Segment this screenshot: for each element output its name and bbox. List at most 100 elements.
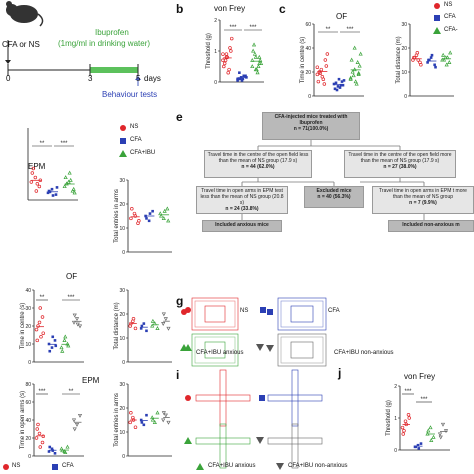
data-point (335, 88, 339, 92)
panel-label-e: e (176, 110, 183, 124)
data-point (41, 331, 46, 335)
y-tick-label: 20 (25, 436, 31, 442)
data-point (38, 445, 43, 449)
panel-label-i: i (176, 368, 180, 382)
data-point (66, 179, 71, 184)
data-point (438, 435, 443, 440)
data-point (323, 58, 328, 62)
y-tick-label: 40 (25, 418, 31, 424)
data-point (441, 57, 447, 62)
flow-left1-n: n = 44 (62.0%) (241, 164, 275, 170)
data-point (252, 51, 257, 56)
flow-root: CFA-injected mice treated with Ibuprofen… (262, 112, 360, 140)
legend-mid: NS CFA CFA+IBU (118, 122, 178, 172)
flow-excluded-n: n = 40 (56.3%) (317, 194, 351, 200)
data-point (227, 67, 231, 72)
data-point (140, 421, 144, 424)
data-point (129, 216, 133, 221)
data-point (148, 212, 152, 215)
y-axis-label: Threshold (g) (206, 33, 212, 69)
data-point (419, 442, 423, 445)
data-point (137, 219, 141, 223)
data-point (29, 180, 34, 184)
panel-label-b: b (176, 2, 184, 16)
data-point (142, 322, 146, 325)
y-tick-label: 30 (119, 288, 125, 294)
drug-detail: (1mg/ml in drinking water) (58, 39, 151, 48)
data-point (36, 324, 40, 328)
y-tick-label: 1 (214, 49, 217, 55)
y-tick-label: 0 (214, 80, 217, 86)
data-point (139, 327, 143, 330)
y-tick-label: 0 (308, 94, 311, 100)
data-point (145, 217, 148, 220)
data-point (236, 79, 239, 82)
y-axis-label: Total distance (m) (114, 302, 120, 349)
data-point (48, 190, 52, 194)
data-point (54, 344, 58, 348)
data-point (358, 51, 363, 56)
data-point (245, 76, 248, 79)
data-point (162, 208, 167, 213)
data-point (334, 81, 338, 85)
y-axis-label: Time in centre (s) (20, 303, 26, 349)
data-point (155, 410, 160, 415)
data-point (412, 55, 417, 60)
data-point (415, 51, 420, 55)
data-point (163, 317, 168, 322)
legend-mid-cfaibu: CFA+IBU (130, 150, 156, 156)
data-point (63, 175, 68, 180)
data-point (355, 60, 360, 64)
sig-label: ** (40, 295, 45, 301)
legend-g-cfa: CFA (328, 308, 340, 314)
data-point (72, 427, 77, 432)
data-point (403, 419, 408, 423)
data-point (428, 425, 433, 430)
data-point (163, 413, 168, 418)
legend-g-ns: NS (240, 308, 249, 314)
flow-left1-text: Travel time in the centre of the open fi… (207, 152, 309, 164)
data-point (318, 71, 323, 75)
data-point (74, 317, 80, 322)
data-point (332, 82, 336, 86)
data-point (161, 418, 166, 423)
data-point (223, 58, 228, 63)
y-tick-label: 20 (25, 324, 31, 330)
y-tick-label: 20 (119, 406, 125, 412)
y-tick-label: 2 (394, 384, 397, 390)
data-point (221, 52, 225, 56)
y-tick-label: 0 (28, 454, 31, 460)
data-point (35, 182, 40, 186)
data-point (431, 434, 436, 439)
data-point (241, 77, 245, 81)
panel-label-g: g (176, 294, 184, 308)
data-point (443, 429, 449, 434)
data-point (161, 216, 166, 220)
data-point (165, 206, 170, 211)
data-point (30, 171, 35, 175)
flow-right1: Travel time in the centre of the open fi… (344, 150, 456, 178)
data-point (63, 334, 68, 339)
flow-left2: Travel time in open arms in EPM test les… (196, 186, 288, 214)
data-point (152, 321, 157, 326)
data-point (257, 54, 262, 59)
y-tick-label: 30 (119, 382, 125, 388)
y-tick-label: 80 (25, 382, 31, 388)
data-point (348, 75, 353, 80)
data-point (166, 326, 171, 331)
data-point (37, 431, 42, 436)
data-point (50, 187, 54, 191)
data-point (407, 416, 412, 420)
legend-g-non: CFA+IBU non-anxious (334, 350, 394, 356)
data-point (352, 45, 357, 50)
chart-vonfrey-bottom: 0 1 2 Threshold (g) *** *** (386, 384, 450, 454)
tick-5: 5 (136, 74, 141, 83)
y-tick-label: 0 (28, 360, 31, 366)
data-point (404, 422, 409, 427)
data-point (51, 335, 55, 339)
data-point (74, 422, 80, 427)
data-point (319, 67, 324, 72)
data-point (71, 186, 76, 191)
data-point (255, 70, 260, 75)
